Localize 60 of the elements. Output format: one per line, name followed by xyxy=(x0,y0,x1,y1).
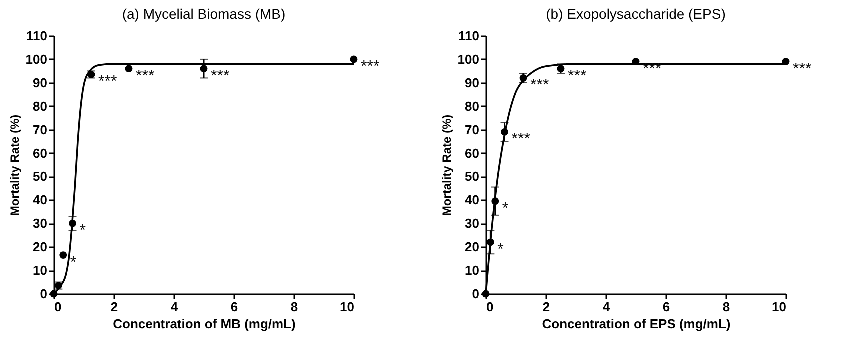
x-tick-label: 10 xyxy=(772,300,786,314)
y-tick-label: 50 xyxy=(33,169,48,184)
annotation: * xyxy=(80,222,86,240)
y-tick-label: 110 xyxy=(26,28,48,44)
y-tick-label: 60 xyxy=(465,146,480,161)
point xyxy=(557,65,565,73)
y-tick-label: 70 xyxy=(465,122,480,138)
x-tick-label: 8 xyxy=(290,300,298,314)
y-tick-label: 0 xyxy=(40,286,48,302)
annotation: *** xyxy=(98,74,118,91)
y-tick-label: 10 xyxy=(33,263,48,278)
y-tick-label: 110 xyxy=(458,28,480,44)
y-tick-label: 90 xyxy=(465,75,480,90)
annotation: *** xyxy=(361,58,380,76)
annotation: *** xyxy=(512,131,530,148)
x-tick-label: 10 xyxy=(340,300,354,314)
point xyxy=(350,56,358,64)
annotation: *** xyxy=(530,77,550,94)
x-tick-label: 6 xyxy=(230,300,238,314)
annotation: * xyxy=(498,241,504,258)
y-axis-title: Mortality Rate (%) xyxy=(440,114,454,216)
y-tick-label: 30 xyxy=(33,216,48,232)
x-tick-label: 2 xyxy=(110,300,118,314)
y-tick-label: 30 xyxy=(465,216,480,232)
annotation: *** xyxy=(568,68,587,85)
x-tick-label: 2 xyxy=(542,300,550,314)
y-tick-label: 20 xyxy=(465,240,480,255)
chart-title: (b) Exopolysaccharide (EPS) xyxy=(546,6,726,22)
y-tick-label: 50 xyxy=(465,169,480,184)
x-tick-label: 0 xyxy=(486,300,494,314)
x-tick-label: 4 xyxy=(170,300,179,314)
y-tick-label: 100 xyxy=(26,52,48,67)
annotation: *** xyxy=(643,60,662,78)
y-tick-label: 70 xyxy=(33,122,48,138)
y-tick-label: 40 xyxy=(465,192,480,208)
y-tick-label: 100 xyxy=(458,52,480,67)
point xyxy=(125,65,133,73)
x-tick-label: 8 xyxy=(722,300,730,314)
annotation: *** xyxy=(211,68,230,85)
x-tick-label: 6 xyxy=(662,300,670,314)
x-axis-title: Concentration of EPS (mg/mL) xyxy=(542,316,731,332)
x-tick-label: 4 xyxy=(602,300,611,314)
y-tick-label: 40 xyxy=(33,192,48,208)
y-tick-label: 0 xyxy=(472,286,480,302)
y-tick-label: 20 xyxy=(33,240,48,255)
point xyxy=(200,65,208,73)
annotation: * xyxy=(70,254,77,272)
y-tick-label: 80 xyxy=(465,98,480,114)
x-tick-label: 0 xyxy=(54,300,62,314)
point xyxy=(60,252,68,259)
annotation: * xyxy=(502,200,509,218)
chart-title: (a) Mycelial Biomass (MB) xyxy=(122,6,286,22)
y-tick-label: 80 xyxy=(33,98,48,114)
x-axis-title: Concentration of MB (mg/mL) xyxy=(113,316,296,332)
y-tick-label: 90 xyxy=(33,75,48,90)
y-axis-title: Mortality Rate (%) xyxy=(8,114,22,216)
y-tick-label: 60 xyxy=(33,146,48,161)
y-tick-label: 10 xyxy=(465,263,480,278)
annotation: *** xyxy=(136,68,155,85)
annotation: *** xyxy=(793,60,812,78)
